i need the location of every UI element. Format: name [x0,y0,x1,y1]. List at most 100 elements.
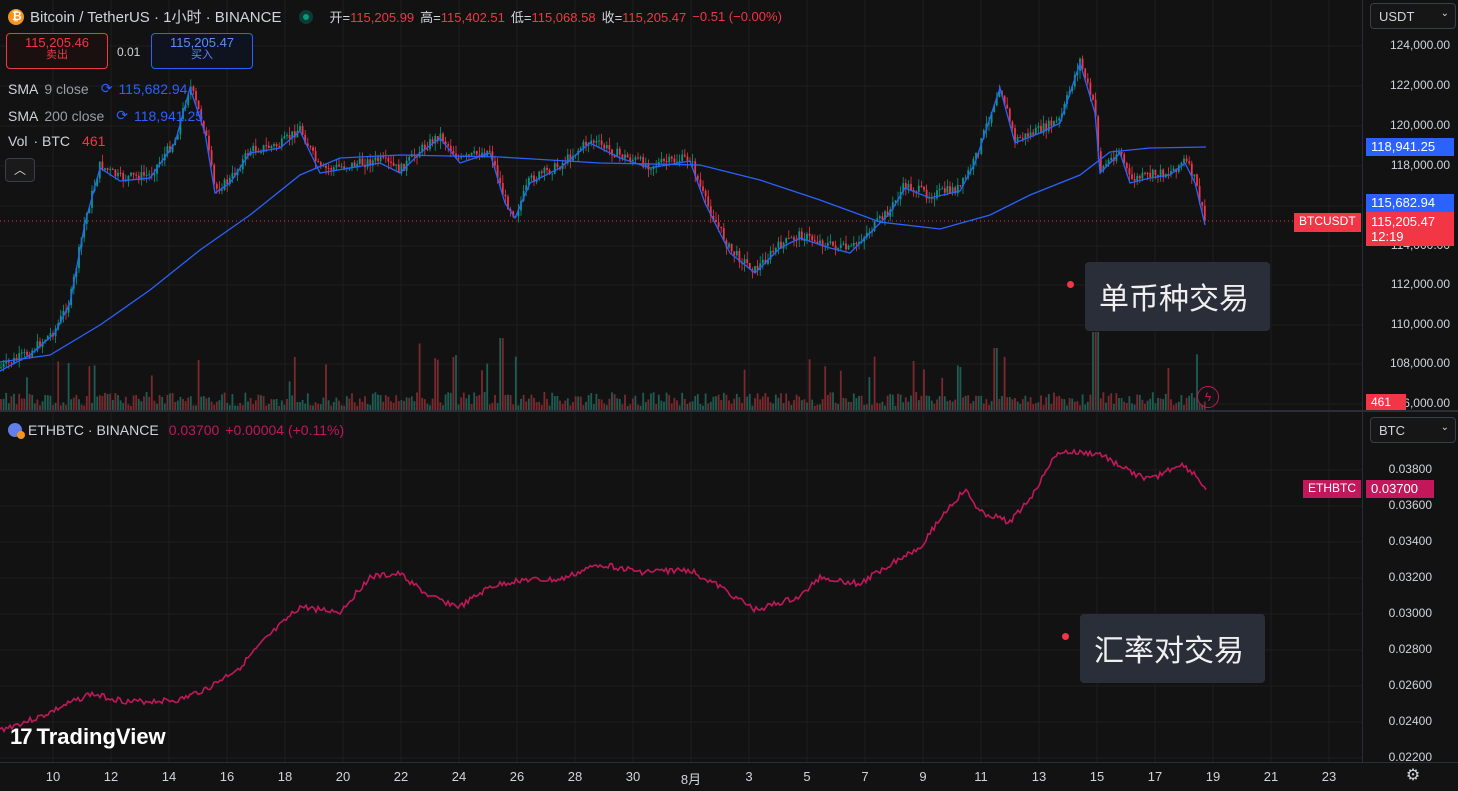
volume-bar [301,399,304,410]
candle-body [1006,104,1009,109]
volume-bar [735,393,738,410]
pane-divider[interactable] [0,410,1458,412]
candle-body [936,190,938,199]
volume-bar [540,405,543,410]
candle-body [522,190,525,201]
volume-bar [49,395,52,410]
candle-body [449,145,452,152]
candle-body [223,179,226,190]
volume-bar [184,401,187,410]
volume-bar [213,404,216,410]
volume-bar [1006,397,1009,410]
volume-bar [507,394,509,410]
volume-bar [598,399,600,410]
volume-bar [972,400,975,410]
sub-price-tick: 0.03000 [1388,606,1432,620]
volume-bar [57,361,60,410]
volume-bar [522,394,525,410]
main-chart-canvas[interactable] [0,0,1362,410]
volume-bar [754,398,756,410]
candle-body [1042,123,1045,134]
volume-bar [252,404,255,410]
candle-body [382,156,385,158]
volume-bar [876,402,879,410]
candle-body [1151,169,1154,178]
volume-bar [1055,396,1058,410]
candle-body [215,183,218,189]
candle-body [1021,137,1024,139]
volume-bar [855,398,858,410]
candle-body [670,156,673,159]
candle-body [88,207,91,214]
candle-body [800,231,803,241]
volume-bar [1102,392,1105,410]
volume-bar [460,397,463,410]
volume-bar [288,381,291,410]
candle-body [517,210,520,217]
volume-bar [808,359,811,410]
main-symbol-title[interactable]: Bitcoin / TetherUS · 1小时 · BINANCE [30,9,282,26]
volume-bars [0,332,1206,410]
volume-bar [509,395,512,410]
candle-body [988,122,990,124]
main-legend-title[interactable]: ₿ Bitcoin / TetherUS · 1小时 · BINANCE 开=1… [8,6,782,27]
refresh-icon[interactable]: ⟳ [116,107,129,123]
main-currency-select[interactable]: USDT ⌄ [1370,3,1456,29]
candle-body [858,241,860,244]
volume-bar [174,402,177,410]
volume-bar [122,402,125,410]
candle-body [1110,157,1113,161]
indicator-volume[interactable]: Vol · BTC 461 [8,133,105,149]
volume-bar [572,401,574,410]
main-price-tick: 122,000.00 [1389,78,1450,92]
volume-bar [1084,404,1087,410]
lightning-icon[interactable]: ϟ [1197,386,1219,408]
collapse-legend-button[interactable]: ︿ [5,158,35,182]
settings-gear-icon[interactable]: ⚙ [1405,767,1421,784]
indicator-sma9[interactable]: SMA 9 close ⟳ 115,682.94 [8,80,187,97]
candle-body [1037,125,1040,128]
market-status-icon[interactable] [299,9,314,24]
candle-body [439,133,442,142]
volume-bar [691,401,694,410]
candle-body [195,91,197,101]
candle-body [967,170,970,178]
sub-chart-canvas[interactable] [0,412,1362,762]
candle-body [499,177,502,183]
candle-body [473,151,476,153]
refresh-icon[interactable]: ⟳ [100,80,113,96]
volume-bar [1120,398,1123,410]
volume-bar [395,395,398,410]
volume-bar [1097,332,1100,410]
volume-bar [54,402,57,410]
sub-symbol-title[interactable]: ETHBTC · BINANCE [28,422,159,438]
candle-body [106,168,109,170]
time-tick: 13 [1031,769,1047,784]
volume-bar [200,396,203,410]
volume-bar [1034,403,1037,410]
sell-button[interactable]: 115,205.46 卖出 [6,33,108,69]
volume-bar [442,405,444,410]
indicator-sma200[interactable]: SMA 200 close ⟳ 118,941.25 [8,107,203,124]
volume-bar [1099,398,1102,410]
candle-body [507,196,509,210]
candle-body [62,310,65,316]
last-price: 115,205.47 [1371,214,1436,229]
candle-body [7,360,10,363]
candle-body [717,222,720,227]
tradingview-watermark[interactable]: 17 TradingView [10,724,166,750]
volume-bar [31,394,34,410]
candle-body [67,305,70,313]
sub-currency-select[interactable]: BTC ⌄ [1370,417,1456,443]
candle-body [504,194,507,197]
sub-price-tick: 0.03200 [1388,570,1432,584]
volume-bar [824,366,827,410]
volume-bar [1047,394,1050,410]
time-tick: 21 [1263,769,1279,784]
volume-bar [0,399,2,410]
volume-bar [1079,405,1081,410]
volume-bar [806,402,808,410]
sub-legend-title[interactable]: ETHBTC · BINANCE 0.03700 +0.00004 (+0.11… [8,422,344,439]
buy-button[interactable]: 115,205.47 买入 [151,33,253,69]
volume-bar [293,356,296,410]
